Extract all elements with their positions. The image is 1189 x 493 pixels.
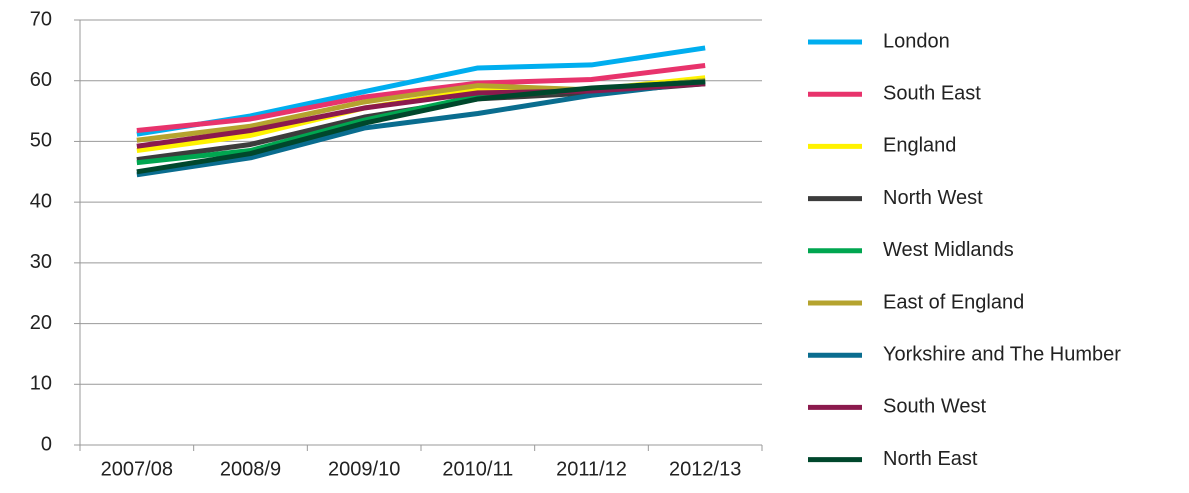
x-tick-label: 2010/11 [442, 458, 513, 480]
y-tick-label: 60 [30, 69, 52, 91]
series-line [136, 79, 706, 178]
legend-label: South West [883, 396, 986, 418]
x-tick-label: 2012/13 [669, 458, 741, 480]
legend-label: North West [883, 187, 983, 209]
legend-label: East of England [883, 291, 1024, 313]
x-tick-label: 2008/9 [220, 458, 281, 480]
y-tick-label: 50 [30, 130, 52, 152]
legend-label: Yorkshire and The Humber [883, 343, 1121, 365]
legend-label: West Midlands [883, 239, 1014, 261]
series-line [136, 79, 706, 175]
legend-label: South East [883, 82, 981, 104]
y-tick-label: 30 [30, 251, 52, 273]
legend-label: England [883, 135, 956, 157]
y-tick-label: 70 [30, 8, 52, 30]
series-line [136, 63, 706, 133]
y-tick-label: 10 [30, 373, 52, 395]
x-tick-label: 2007/08 [101, 458, 173, 480]
x-tick-label: 2009/10 [328, 458, 400, 480]
y-tick-label: 20 [30, 312, 52, 334]
series-line [136, 81, 706, 149]
legend-label: North East [883, 448, 978, 470]
y-tick-label: 40 [30, 190, 52, 212]
y-tick-label: 0 [41, 433, 52, 455]
legend-label: London [883, 30, 950, 52]
x-tick-label: 2011/12 [556, 458, 627, 480]
